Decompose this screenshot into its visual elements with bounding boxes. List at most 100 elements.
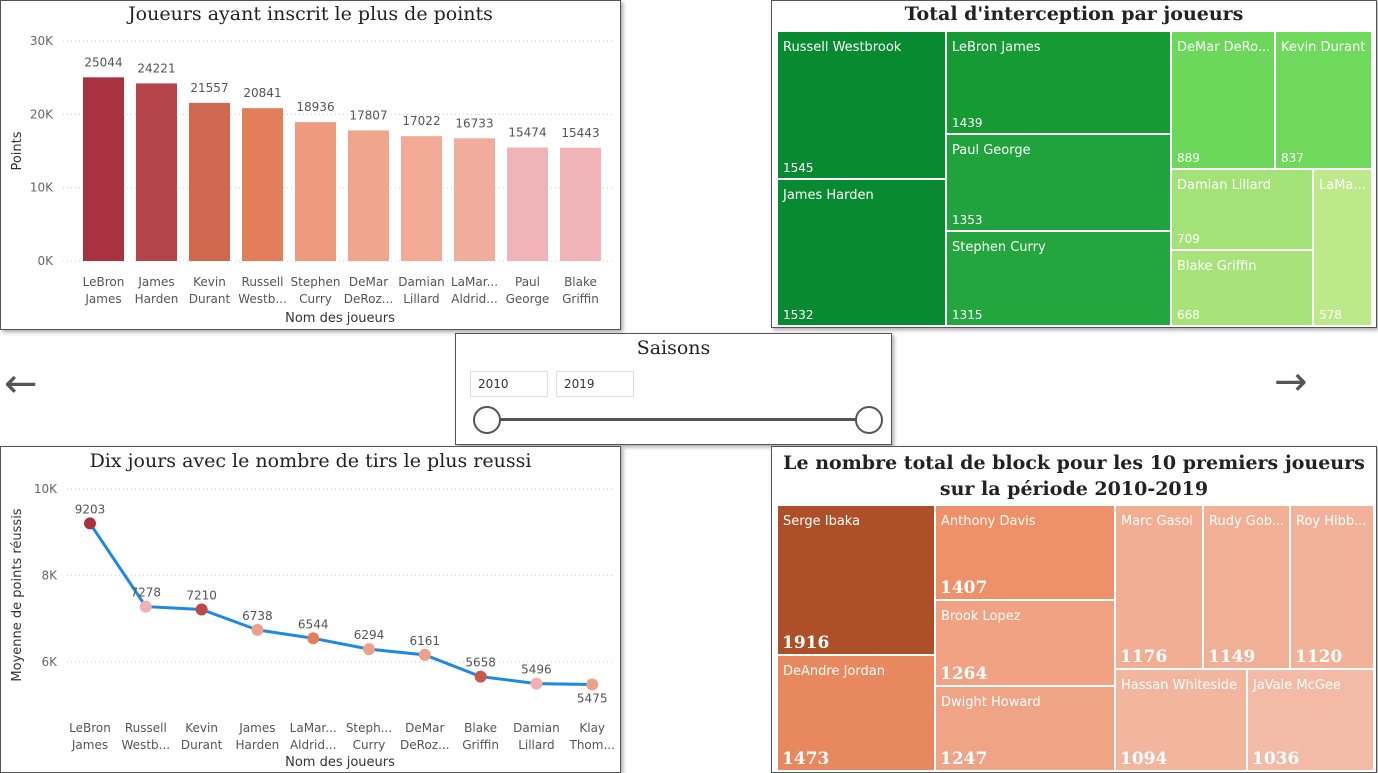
line-chart-title: Dix jours avec le nombre de tirs le plus… (89, 450, 532, 472)
line-x-tick-label-line2: Harden (236, 738, 280, 752)
bar (295, 122, 336, 261)
block-tile[interactable]: Roy Hibb... 1120 (1290, 505, 1374, 669)
interception-tile[interactable]: LaMa... 578 (1313, 169, 1372, 326)
block-tile-name: Marc Gasol (1121, 514, 1193, 529)
bar-y-tick-label: 20K (30, 107, 54, 121)
bar-y-tick-label: 0K (37, 254, 54, 268)
block-tile-name: Roy Hibb... (1296, 514, 1367, 529)
line-x-tick-label-line2: Curry (353, 738, 386, 752)
line-x-axis-label: Nom des joueurs (285, 755, 395, 770)
block-tile[interactable]: JaVale McGee 1036 (1247, 669, 1374, 771)
bar (507, 147, 548, 261)
bar-data-label: 15474 (508, 126, 546, 140)
bar-x-tick-label-line2: Harden (135, 292, 179, 306)
interception-tile[interactable]: James Harden 1532 (777, 179, 946, 326)
bar-x-tick-label-line1: Paul (515, 275, 540, 289)
block-tile[interactable]: Brook Lopez 1264 (935, 600, 1115, 686)
block-tile[interactable]: Hassan Whiteside 1094 (1115, 669, 1247, 771)
block-tile[interactable]: Dwight Howard 1247 (935, 686, 1115, 771)
interception-tile[interactable]: Blake Griffin 668 (1171, 250, 1313, 326)
line-marker (586, 678, 599, 691)
bar-y-tick-label: 10K (30, 181, 54, 195)
interception-tile[interactable]: Damian Lillard 709 (1171, 169, 1313, 250)
line-x-tick-label-line2: Thom... (568, 738, 614, 752)
line-x-tick-label-line2: DeRoz... (400, 738, 450, 752)
block-tile-name: Rudy Gob... (1209, 514, 1285, 529)
block-tile-value: 1407 (940, 578, 988, 598)
block-tile[interactable]: Serge Ibaka 1916 (777, 505, 935, 655)
bar-x-tick-label-line2: Aldrid... (451, 292, 498, 306)
block-tile-value: 1264 (940, 664, 988, 684)
line-x-tick-label-line1: DeMar (405, 721, 444, 735)
line-marker (418, 648, 431, 661)
bar-x-axis-label: Nom des joueurs (285, 311, 395, 326)
bar-x-tick-label-line1: LaMar... (451, 275, 498, 289)
slicer-start-handle[interactable] (473, 406, 501, 434)
bar-data-label: 24221 (137, 61, 175, 75)
block-tile-name: Brook Lopez (941, 609, 1021, 624)
line-marker (139, 600, 152, 613)
interception-tile-value: 709 (1177, 232, 1200, 246)
blocks-treemap-title: Le nombre total de block pour les 10 pre… (783, 452, 1365, 500)
interceptions-treemap-title: Total d'interception par joueurs (904, 3, 1244, 25)
interception-tile[interactable]: LeBron James 1439 (946, 31, 1171, 134)
line-data-label: 6738 (242, 609, 273, 623)
interception-tile[interactable]: Russell Westbrook 1545 (777, 31, 946, 179)
line-data-label: 6294 (354, 628, 385, 642)
blocks-treemap-panel: Le nombre total de block pour les 10 pre… (771, 446, 1377, 773)
slicer-end-year-input[interactable]: 2019 (556, 371, 634, 397)
block-tile-value: 1247 (940, 749, 988, 769)
interception-tile-value: 1315 (952, 308, 983, 322)
line-x-tick-label-line2: James (71, 738, 108, 752)
bar-x-tick-label-line1: James (137, 275, 174, 289)
previous-page-arrow-icon[interactable]: ← (4, 361, 38, 407)
interception-tile[interactable]: Stephen Curry 1315 (946, 231, 1171, 326)
block-tile-value: 1473 (782, 749, 830, 769)
slicer-end-handle[interactable] (855, 406, 883, 434)
bar-x-tick-label-line1: DeMar (349, 275, 388, 289)
bar-x-tick-label-line1: Russell (242, 275, 284, 289)
next-page-arrow-icon[interactable]: → (1274, 359, 1308, 405)
bar-x-tick-label-line2: James (84, 292, 121, 306)
interception-tile-name: Paul George (952, 143, 1031, 158)
line-data-label: 5658 (465, 656, 496, 670)
interception-tile[interactable]: Kevin Durant 837 (1275, 31, 1372, 169)
bar-x-tick-label-line1: LeBron (83, 275, 125, 289)
block-tile[interactable]: DeAndre Jordan 1473 (777, 655, 935, 771)
interception-tile-name: LeBron James (952, 40, 1041, 55)
line-x-tick-label-line1: Blake (464, 721, 497, 735)
interception-tile[interactable]: DeMar DeRo... 889 (1171, 31, 1275, 169)
block-tile-name: JaVale McGee (1253, 678, 1341, 693)
bar-y-axis-label: Points (10, 131, 25, 170)
block-tile-name: Anthony Davis (941, 514, 1036, 529)
line-data-label: 5496 (521, 663, 552, 677)
bar-x-tick-label-line2: George (506, 292, 550, 306)
block-tile[interactable]: Anthony Davis 1407 (935, 505, 1115, 600)
bar (189, 102, 230, 261)
slicer-track (486, 418, 858, 421)
bar-x-tick-label-line2: Lillard (403, 292, 439, 306)
line-marker (307, 632, 320, 645)
interception-tile-value: 1545 (783, 161, 814, 175)
block-tile[interactable]: Rudy Gob... 1149 (1203, 505, 1290, 669)
bar-x-tick-label-line1: Kevin (193, 275, 226, 289)
bar (454, 138, 495, 261)
bar-x-tick-label-line2: Griffin (562, 292, 599, 306)
bar (136, 83, 177, 261)
bar-data-label: 20841 (243, 86, 281, 100)
bar (560, 147, 601, 261)
block-tile[interactable]: Marc Gasol 1176 (1115, 505, 1203, 669)
interception-tile[interactable]: Paul George 1353 (946, 134, 1171, 231)
series-line (88, 522, 593, 686)
bar (401, 136, 442, 261)
bar-chart-title: Joueurs ayant inscrit le plus de points (128, 3, 493, 25)
block-tile-name: DeAndre Jordan (783, 664, 885, 679)
slicer-start-year-input[interactable]: 2010 (470, 371, 548, 397)
line-x-tick-label-line2: Lillard (518, 738, 554, 752)
interception-tile-value: 668 (1177, 308, 1200, 322)
line-data-label: 6544 (298, 617, 329, 631)
bar-data-label: 16733 (455, 116, 493, 130)
line-x-tick-label-line2: Westb... (122, 738, 171, 752)
slicer-title: Saisons (636, 337, 711, 359)
line-chart-svg: 6K 8K 10K 9203 LeBron James 7278 Russell Westb..… (10, 482, 615, 770)
